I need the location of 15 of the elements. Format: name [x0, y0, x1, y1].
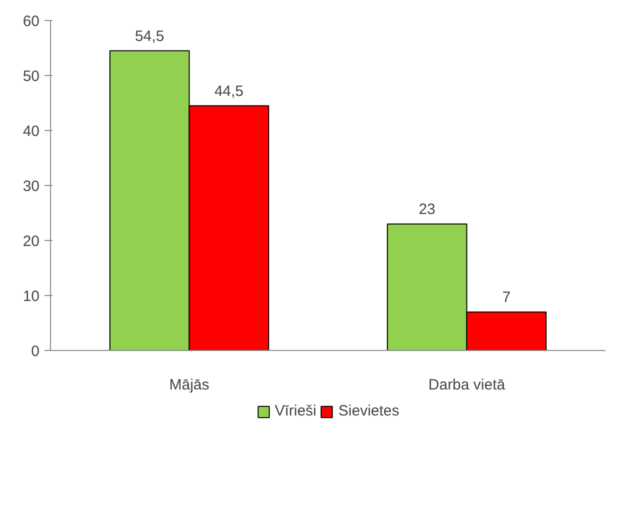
- y-tick-label: 20: [22, 233, 40, 250]
- legend-label: Vīrieši: [274, 402, 316, 420]
- x-tick-label: Mājās: [169, 376, 210, 394]
- y-tick-label: 0: [31, 343, 40, 360]
- data-label: 44,5: [214, 82, 244, 100]
- y-tick-label: 10: [22, 288, 40, 305]
- x-tick-label: Darba vietā: [428, 376, 506, 394]
- data-label: 23: [418, 201, 436, 218]
- legend-label: Sievietes: [338, 402, 400, 420]
- y-tick-label: 60: [22, 13, 40, 30]
- y-tick-label: 50: [22, 68, 40, 85]
- y-tick-label: 40: [22, 123, 40, 140]
- data-label: 7: [502, 289, 511, 306]
- data-label: 54,5: [134, 28, 164, 45]
- y-tick-label: 30: [22, 178, 40, 195]
